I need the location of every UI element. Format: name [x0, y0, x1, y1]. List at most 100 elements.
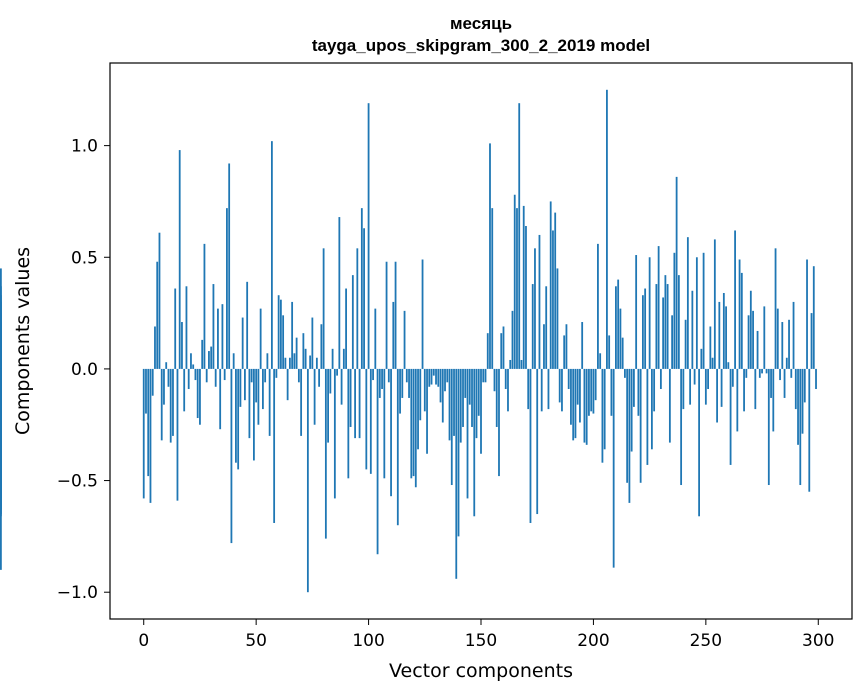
- bar-255: [716, 368, 718, 423]
- bar-127: [428, 368, 431, 387]
- bar-212: [619, 308, 622, 369]
- bar-44: [241, 317, 244, 369]
- bar-230: [659, 368, 662, 390]
- bar-187: [563, 335, 566, 369]
- bar-57: [270, 141, 273, 369]
- bar-200: [592, 368, 595, 414]
- bar-258: [722, 292, 725, 369]
- bar-138: [453, 368, 455, 436]
- bar-204: [601, 368, 604, 463]
- bars-group: [0, 89, 817, 593]
- bar-185: [558, 368, 561, 403]
- bar-174: [534, 248, 536, 369]
- bar-110: [390, 368, 392, 497]
- bar-36: [223, 368, 226, 381]
- bar-101: [369, 368, 372, 474]
- bar-113: [396, 368, 399, 526]
- bar-199: [590, 368, 593, 412]
- plot-frame: [109, 62, 853, 620]
- x-tick-label: 150: [465, 631, 497, 651]
- bar-12: [169, 368, 172, 443]
- bar-117: [405, 368, 408, 383]
- bar-272: [754, 368, 757, 410]
- bar-102: [372, 368, 374, 381]
- bar-70: [300, 368, 303, 436]
- bar-195: [581, 322, 584, 369]
- bar-289: [792, 301, 795, 369]
- y-tick-label: 0.5: [71, 248, 98, 268]
- bar-238: [677, 275, 680, 369]
- bar-34: [219, 368, 222, 430]
- bar-279: [770, 368, 772, 398]
- bar-269: [747, 315, 750, 369]
- bar-41: [235, 368, 237, 463]
- bar-170: [525, 226, 527, 369]
- y-axis-ticks: −1.0 −0.5 0.0 0.5 1.0: [57, 137, 110, 603]
- bar-177: [540, 368, 543, 412]
- bar-210: [615, 286, 617, 369]
- bar-100: [367, 103, 370, 369]
- bar-66: [291, 301, 294, 369]
- bar-158: [498, 368, 500, 477]
- bar-37: [226, 208, 228, 369]
- bar-115: [401, 368, 404, 398]
- bar-45: [244, 368, 246, 401]
- bar-24: [196, 368, 199, 419]
- bar-151: [482, 368, 485, 383]
- bar-290: [794, 368, 797, 410]
- bar-61: [279, 299, 282, 369]
- bar-296: [808, 368, 811, 492]
- bar-128: [430, 368, 433, 385]
- bar-241: [684, 319, 687, 369]
- bar-283: [779, 368, 781, 381]
- bar-183: [554, 212, 557, 369]
- bar-144: [466, 368, 469, 499]
- bar-58: [273, 368, 276, 523]
- bar-120: [412, 368, 415, 477]
- bar-150: [480, 368, 482, 454]
- bar-190: [570, 368, 572, 425]
- bar-223: [644, 288, 647, 369]
- bar-201: [594, 368, 597, 401]
- bar-152: [484, 368, 487, 383]
- bar-287: [788, 319, 790, 369]
- x-tick-label: 0: [138, 631, 149, 651]
- bar-217: [630, 368, 633, 452]
- bar-133: [441, 368, 444, 423]
- bar-77: [315, 357, 318, 369]
- bar-248: [700, 348, 703, 369]
- bar-294: [803, 368, 806, 403]
- bar-243: [689, 368, 692, 405]
- bar-239: [680, 368, 683, 486]
- bar-180: [547, 368, 550, 410]
- bar-172: [529, 368, 532, 523]
- bar-270: [749, 290, 752, 369]
- bar-106: [381, 368, 383, 390]
- bar-16: [178, 150, 181, 369]
- bar-189: [567, 368, 570, 390]
- bar-30: [210, 346, 213, 369]
- bar-87: [338, 217, 341, 369]
- bar-209: [612, 368, 615, 568]
- bar-280: [772, 368, 775, 432]
- bar-67: [293, 353, 296, 369]
- bar-273: [756, 330, 759, 369]
- bar-222: [641, 295, 644, 369]
- bar-157: [495, 368, 498, 427]
- bar-undefined: [0, 346, 2, 369]
- bar-98: [363, 228, 365, 369]
- bar-265: [738, 259, 741, 369]
- bar-19: [185, 286, 188, 369]
- bar-216: [628, 368, 631, 503]
- bar-136: [448, 368, 451, 441]
- bar-173: [531, 284, 534, 369]
- bar-221: [639, 368, 642, 483]
- bar-253: [711, 357, 714, 369]
- bar-132: [439, 368, 442, 403]
- bar-249: [702, 252, 705, 369]
- bar-8: [160, 368, 163, 441]
- bar-42: [237, 368, 240, 470]
- bar-78: [318, 368, 321, 387]
- bar-148: [475, 368, 478, 439]
- bar-47: [248, 368, 251, 439]
